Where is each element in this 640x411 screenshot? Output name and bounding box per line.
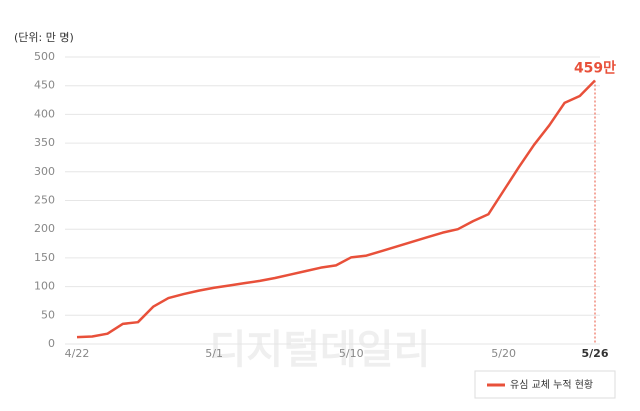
y-tick-label: 350: [34, 136, 55, 149]
x-tick-label: 4/22: [65, 347, 90, 360]
y-tick-label: 450: [34, 79, 55, 92]
x-tick-label: 5/26: [582, 347, 609, 360]
annotation: 459만: [574, 61, 616, 77]
y-tick-label: 200: [34, 222, 55, 235]
unit-label: (단위: 만 명): [14, 31, 74, 44]
y-tick-label: 100: [34, 280, 55, 293]
y-tick-label: 150: [34, 251, 55, 264]
y-tick-label: 500: [34, 50, 55, 63]
watermark: 디지털데일리: [210, 327, 431, 373]
x-tick-label: 5/10: [339, 347, 364, 360]
y-tick-label: 50: [41, 308, 55, 321]
y-tick-label: 400: [34, 107, 55, 120]
x-tick-label: 5/1: [205, 347, 223, 360]
y-tick-label: 250: [34, 194, 55, 207]
legend-label: 유심 교체 누적 현황: [510, 379, 593, 391]
x-tick-label: 5/20: [491, 347, 516, 360]
y-tick-label: 300: [34, 165, 55, 178]
data-line: [76, 79, 596, 339]
y-tick-label: 0: [48, 337, 55, 350]
